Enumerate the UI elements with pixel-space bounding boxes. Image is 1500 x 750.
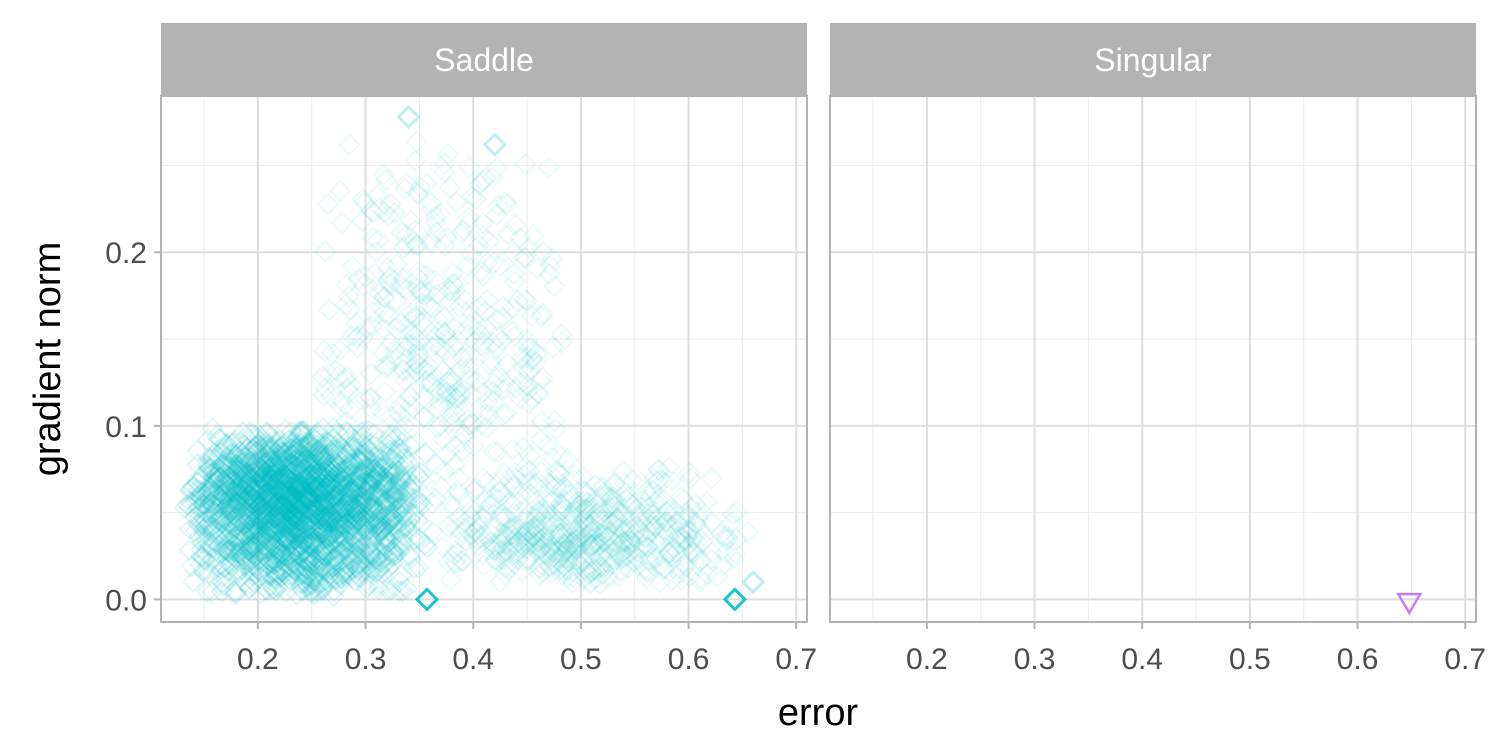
saddle-point (743, 572, 763, 592)
singular-point (1398, 594, 1420, 613)
y-tick-label: 0.1 (105, 411, 147, 444)
x-axis-title: error (778, 692, 859, 734)
y-axis-title: gradient norm (27, 242, 69, 476)
saddle-point (539, 157, 559, 177)
saddle-point (702, 468, 722, 488)
singular-x-tick-label: 0.3 (1014, 643, 1056, 676)
saddle-point (486, 205, 506, 225)
saddle-x-tick-label: 0.7 (775, 643, 817, 676)
singular-x-tick-label: 0.4 (1121, 643, 1163, 676)
panel-saddle-points (175, 107, 763, 610)
singular-x-tick-label: 0.2 (906, 643, 948, 676)
saddle-point (515, 154, 535, 174)
panel-singular-strip-label: Singular (1094, 42, 1212, 78)
saddle-x-tick-label: 0.2 (237, 643, 279, 676)
panel-singular-grid (830, 96, 1476, 622)
saddle-x-tick-label: 0.6 (668, 643, 710, 676)
panel-saddle-strip-label: Saddle (434, 42, 534, 78)
saddle-point (352, 211, 372, 231)
y-tick-label: 0.0 (105, 584, 147, 617)
panel-singular-points (1398, 594, 1420, 613)
saddle-point (438, 144, 458, 164)
saddle-point (415, 443, 435, 463)
saddle-x-tick-label: 0.3 (345, 643, 387, 676)
saddle-point (406, 151, 426, 171)
saddle-point (339, 135, 359, 155)
saddle-point (399, 107, 419, 127)
saddle-point (459, 157, 479, 177)
saddle-point (332, 213, 352, 233)
saddle-point (406, 132, 426, 152)
saddle-x-tick-label: 0.4 (452, 643, 494, 676)
panel-singular: Singular (830, 23, 1476, 622)
saddle-x-tick-label: 0.5 (560, 643, 602, 676)
saddle-point (485, 135, 505, 155)
saddle-point (532, 411, 552, 431)
panel-saddle: Saddle (161, 23, 807, 622)
y-tick-label: 0.2 (105, 237, 147, 270)
saddle-point (435, 153, 455, 173)
singular-x-tick-label: 0.7 (1444, 643, 1486, 676)
saddle-point (319, 300, 339, 320)
singular-x-tick-label: 0.6 (1337, 643, 1379, 676)
saddle-point (551, 325, 571, 345)
singular-x-tick-label: 0.5 (1229, 643, 1271, 676)
